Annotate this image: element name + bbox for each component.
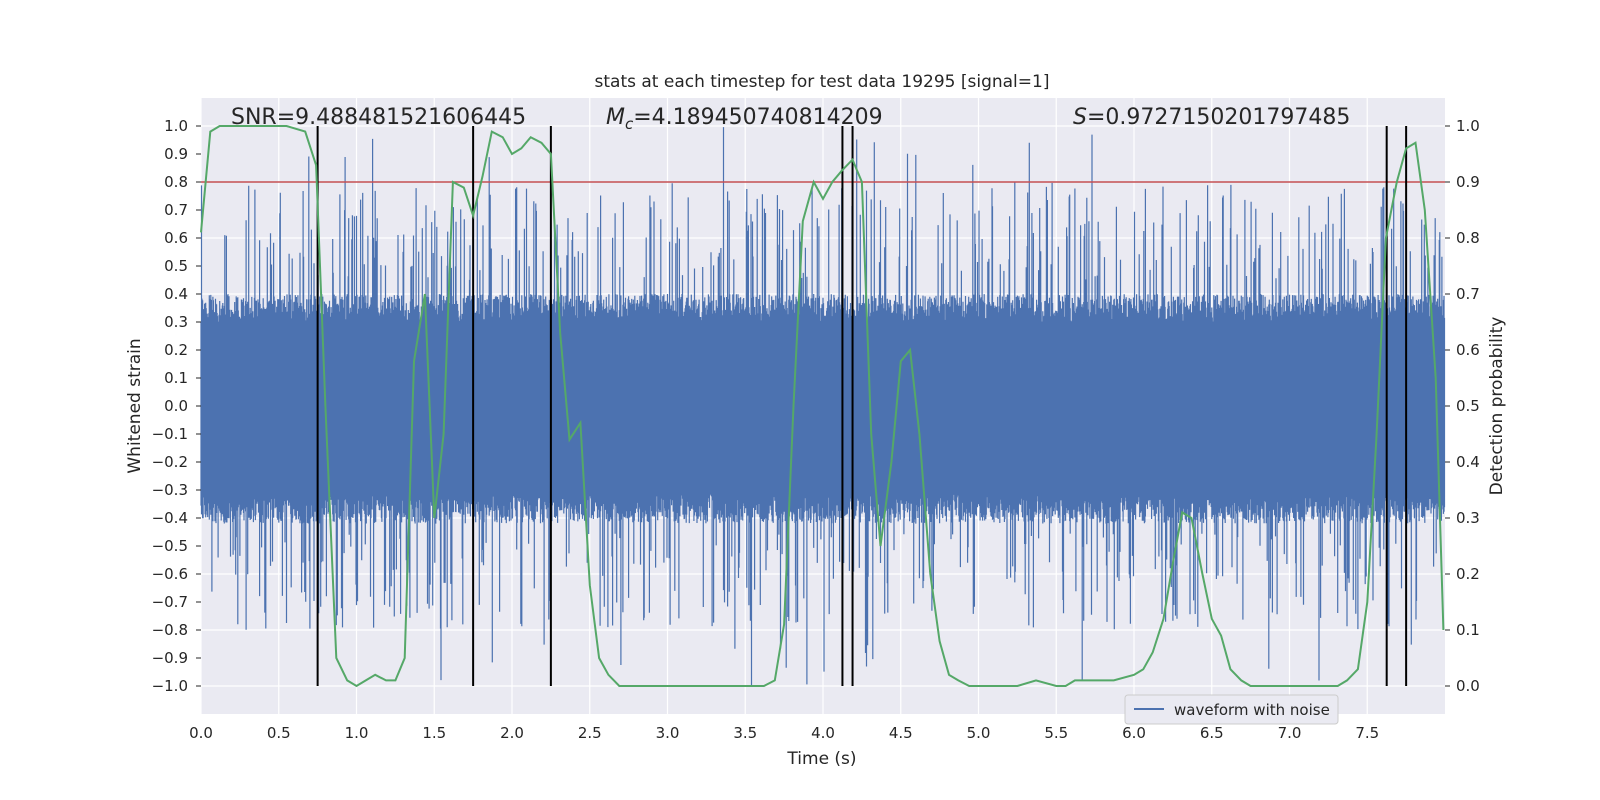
y-tick-label: −1.0: [152, 677, 188, 695]
legend-box: [1124, 694, 1339, 725]
y-tick-label: 0.1: [164, 369, 188, 387]
x-tick-label: 4.5: [889, 724, 913, 742]
y-axis-label: Whitened strain: [125, 338, 145, 473]
event-lines: [316, 126, 1408, 686]
x-tick-label: 1.0: [345, 724, 369, 742]
y-tick-label: −0.5: [152, 537, 188, 555]
y-tick-label: 0.2: [164, 341, 188, 359]
x-tick-label: 3.0: [656, 724, 680, 742]
x-tick-label: 7.5: [1355, 724, 1379, 742]
x-tick-label: 4.0: [811, 724, 835, 742]
y2-tick-label: 0.9: [1456, 173, 1480, 191]
x-tick-label: 5.0: [967, 724, 991, 742]
x-tick-label: 6.5: [1200, 724, 1224, 742]
y-tick-label: −0.8: [152, 621, 188, 639]
y2-tick-label: 0.0: [1456, 677, 1480, 695]
x-tick-labels: 0.0 0.5 1.0 1.5 2.0 2.5 3.0 3.5 4.0 4.5 5.0 5.5 6.0 6…: [189, 724, 1379, 742]
snr-annotation: SNR=9.488481521606445: [231, 105, 526, 130]
y-tick-label: 0.3: [164, 313, 188, 331]
y-tick-label: 0.9: [164, 145, 188, 163]
y-tick-label: 1.0: [164, 117, 188, 135]
y2-tick-label: 1.0: [1456, 117, 1480, 135]
y2-tick-label: 0.3: [1456, 509, 1480, 527]
x-axis-label: Time (s): [786, 749, 856, 769]
y2-tick-label: 0.6: [1456, 341, 1480, 359]
legend-label: waveform with noise: [1174, 701, 1330, 719]
score-annotation: S=0.9727150201797485: [1073, 105, 1350, 130]
y-tick-label: 0.0: [164, 397, 188, 415]
y-tick-label: −0.4: [152, 509, 188, 527]
y-tick-label: −0.9: [152, 649, 188, 667]
y-tick-label: 0.8: [164, 173, 188, 191]
y2-tick-label: 0.4: [1456, 453, 1480, 471]
y2-tick-labels: 1.0 0.9 0.8 0.7 0.6 0.5 0.4 0.3 0.2 0.1 0.0: [1445, 117, 1480, 695]
y-tick-label: 0.6: [164, 229, 188, 247]
y-tick-label: −0.3: [152, 481, 188, 499]
y-tick-labels: 1.0 0.9 0.8 0.7 0.6 0.5 0.4 0.3 0.2 0.1 0.0 −0.1 −0.…: [152, 117, 201, 695]
y-tick-label: −0.7: [152, 593, 188, 611]
score-value: =0.9727150201797485: [1087, 105, 1350, 130]
chirp-mass-symbol: M: [606, 105, 625, 130]
waveform-trace: [200, 127, 1446, 686]
chirp-mass-subscript: c: [625, 115, 634, 133]
y-tick-label: 0.4: [164, 285, 188, 303]
x-tick-label: 3.5: [733, 724, 757, 742]
y-tick-label: −0.6: [152, 565, 188, 583]
y2-tick-label: 0.1: [1456, 621, 1480, 639]
chart-title: stats at each timestep for test data 192…: [595, 72, 1050, 92]
x-tick-label: 6.0: [1122, 724, 1146, 742]
x-tick-label: 0.5: [267, 724, 291, 742]
y2-axis-label: Detection probability: [1487, 317, 1507, 496]
detection-probability-line: [200, 125, 1445, 688]
x-tick-label: 5.5: [1044, 724, 1068, 742]
y2-tick-label: 0.2: [1456, 565, 1480, 583]
chirp-mass-value: =4.189450740814209: [633, 105, 882, 130]
waveform-series: [200, 127, 1446, 686]
x-tick-label: 1.5: [422, 724, 446, 742]
y-tick-label: 0.5: [164, 257, 188, 275]
y2-tick-label: 0.8: [1456, 229, 1480, 247]
legend[interactable]: waveform with noise: [1124, 694, 1339, 725]
y2-tick-label: 0.5: [1456, 397, 1480, 415]
y2-tick-label: 0.7: [1456, 285, 1480, 303]
y-tick-label: 0.7: [164, 201, 188, 219]
x-tick-label: 2.5: [578, 724, 602, 742]
chirp-mass-annotation: Mc=4.189450740814209: [606, 105, 883, 133]
y-tick-label: −0.2: [152, 453, 188, 471]
x-tick-label: 2.0: [500, 724, 524, 742]
x-tick-label: 0.0: [189, 724, 213, 742]
score-symbol: S: [1073, 105, 1087, 130]
y-tick-label: −0.1: [152, 425, 188, 443]
x-tick-label: 7.0: [1278, 724, 1302, 742]
